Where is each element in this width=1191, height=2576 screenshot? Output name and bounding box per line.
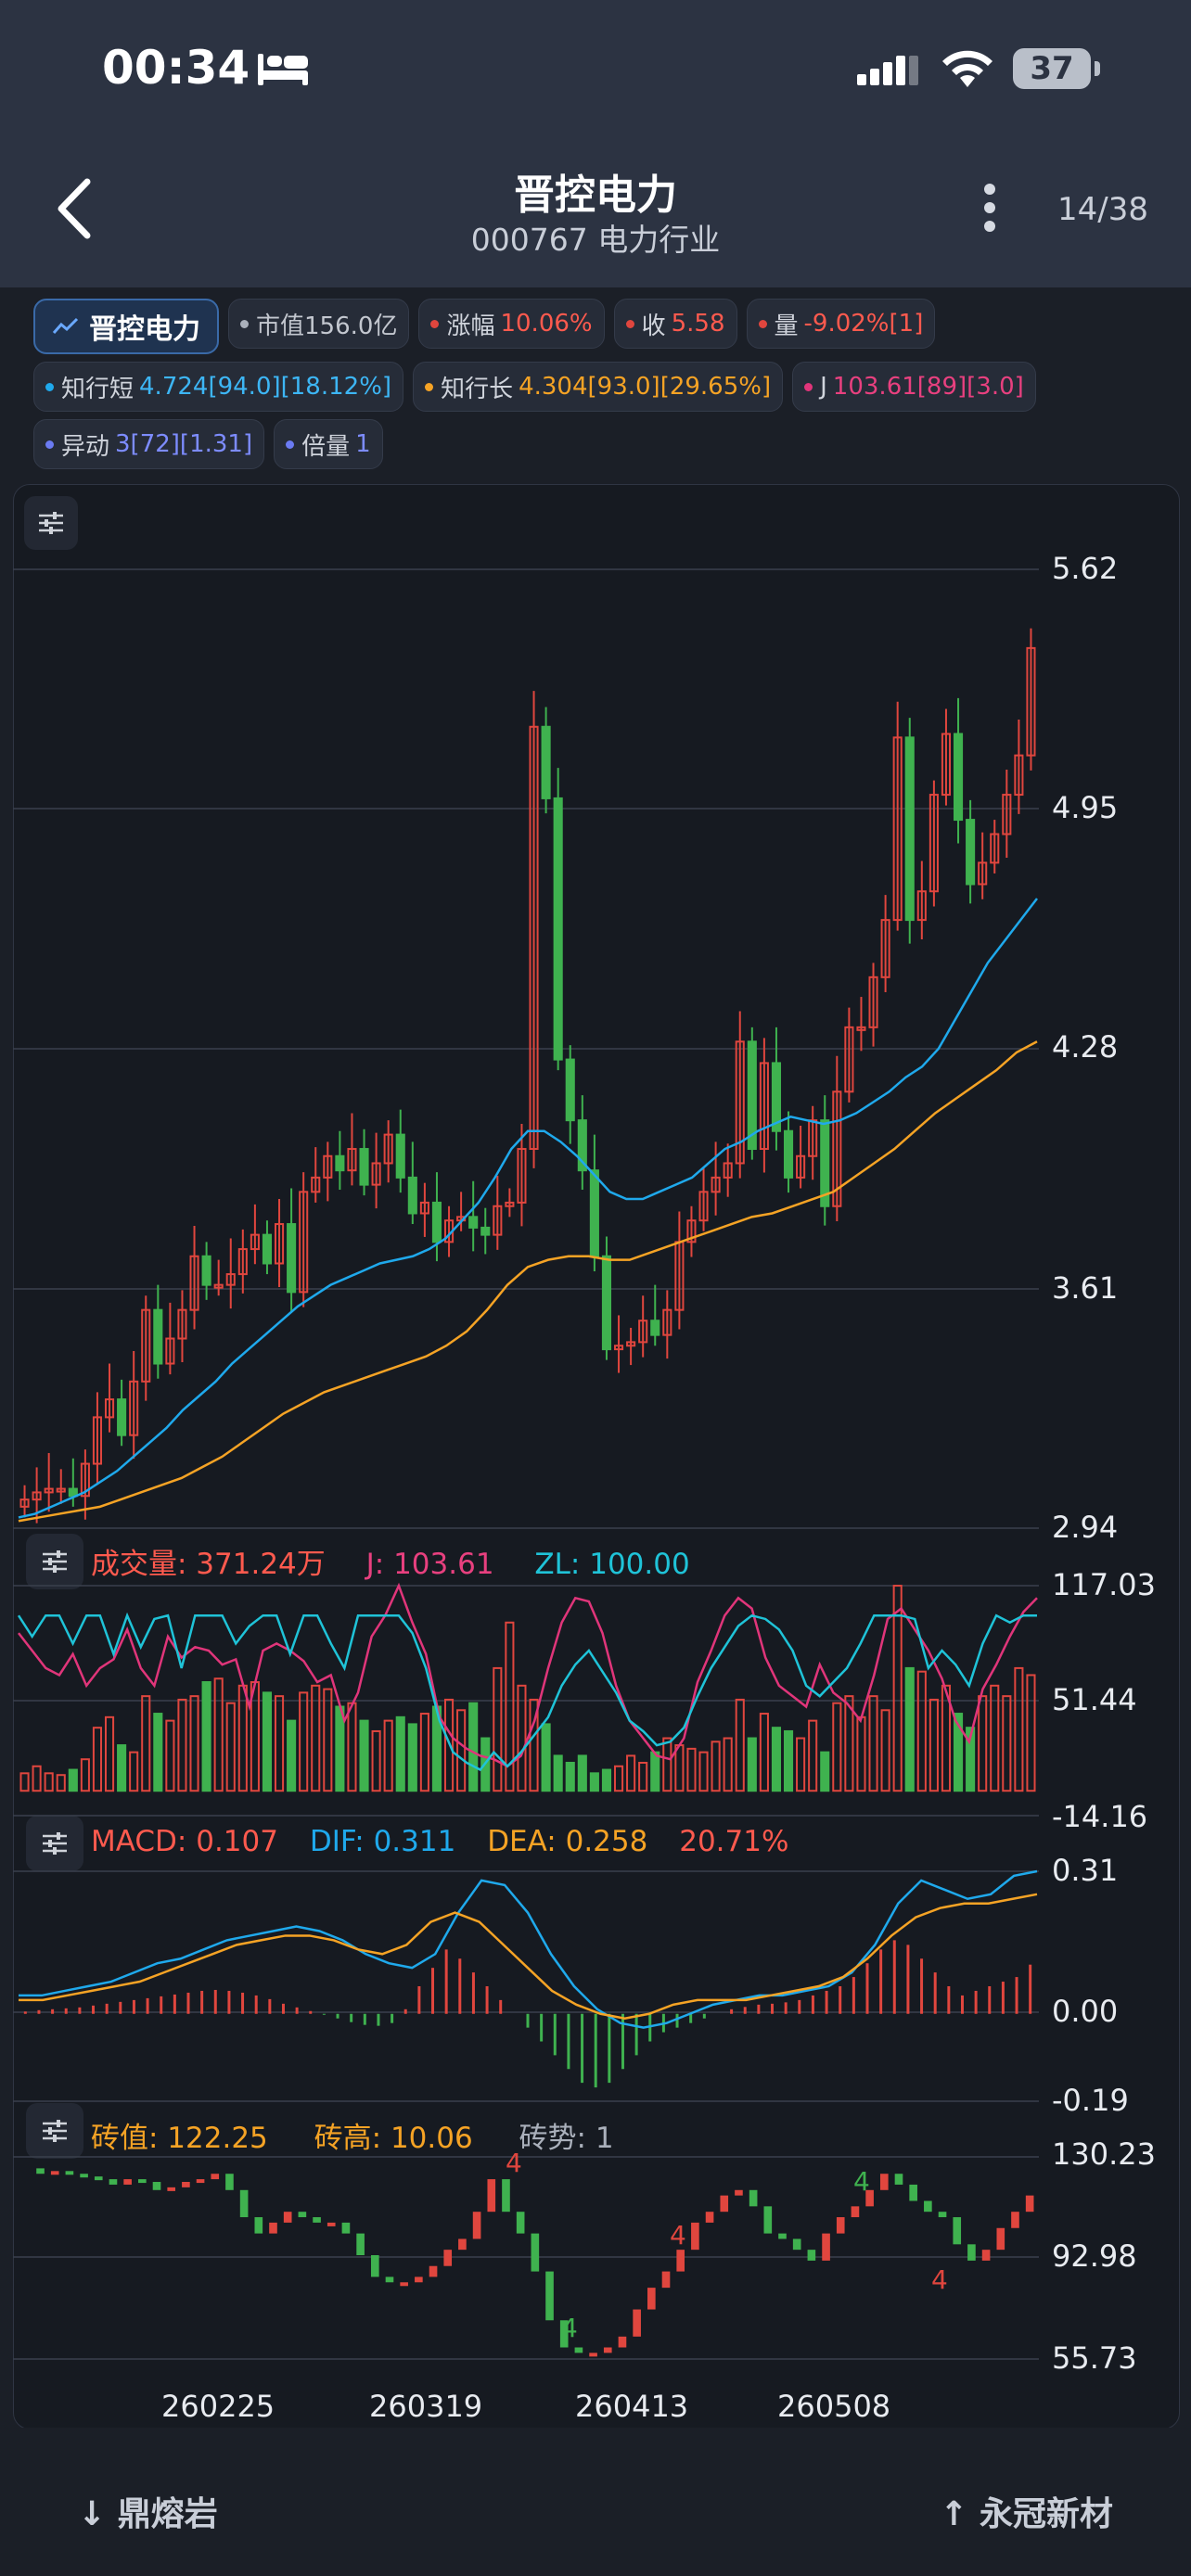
brick-axis-label: 92.98 bbox=[1052, 2238, 1137, 2274]
brick-high-readout: 砖高: 10.06 bbox=[314, 2122, 473, 2155]
indicator-tags-row-1: 晋控电力 市值 156.0亿 涨幅 10.06% 收 5.58 量 -9.02%… bbox=[33, 299, 936, 354]
close-value: 5.58 bbox=[671, 310, 725, 338]
app-header: 晋控电力 000767 电力行业 14/38 bbox=[0, 139, 1191, 287]
status-bar: 00:34 37 bbox=[0, 0, 1191, 139]
stock-code-industry: 000767 电力行业 bbox=[470, 222, 721, 258]
zl-readout: ZL: 100.00 bbox=[534, 1548, 690, 1581]
wifi-icon bbox=[942, 50, 992, 87]
volume-axis-label: 117.03 bbox=[1052, 1567, 1156, 1602]
volume-axis-label: 51.44 bbox=[1052, 1682, 1137, 1717]
brick-axis-label: 130.23 bbox=[1052, 2136, 1156, 2172]
price-axis-label: 5.62 bbox=[1052, 551, 1119, 586]
brick-axis-label: 55.73 bbox=[1052, 2340, 1137, 2376]
anomaly-label: 异动 bbox=[61, 432, 110, 461]
short-ma-tag[interactable]: 知行短 4.724[94.0][18.12%] bbox=[33, 362, 404, 412]
previous-stock-link[interactable]: ↓ 鼎熔岩 bbox=[78, 2495, 218, 2533]
market-cap-tag[interactable]: 市值 156.0亿 bbox=[228, 299, 410, 349]
indicator-tags-row-3: 异动 3[72][1.31] 倍量 1 bbox=[33, 419, 383, 469]
anomaly-value: 3[72][1.31] bbox=[115, 430, 253, 458]
close-label: 收 bbox=[641, 312, 666, 340]
double-volume-dot-icon bbox=[286, 440, 295, 449]
volume-axis-label: -14.16 bbox=[1052, 1799, 1148, 1834]
macd-settings-button[interactable] bbox=[26, 1816, 83, 1871]
short-ma-label: 知行短 bbox=[61, 375, 134, 403]
change-label: 涨幅 bbox=[446, 312, 495, 340]
change-value: 10.06% bbox=[500, 310, 593, 338]
long-ma-value: 4.304[93.0][29.65%] bbox=[519, 373, 772, 401]
next-stock-link[interactable]: ↑ 永冠新材 bbox=[940, 2495, 1113, 2533]
sliders-icon bbox=[39, 512, 63, 534]
stock-pager: 14/38 bbox=[1057, 191, 1148, 228]
volume-label: 量 bbox=[774, 312, 799, 340]
macd-panel-title: MACD: 0.107 DIF: 0.311 DEA: 0.258 20.71% bbox=[91, 1825, 820, 1858]
macd-pct-readout: 20.71% bbox=[679, 1825, 789, 1858]
stock-tag-label: 晋控电力 bbox=[89, 313, 200, 346]
macd-axis-label: -0.19 bbox=[1052, 2083, 1129, 2118]
dea-readout: DEA: 0.258 bbox=[487, 1825, 648, 1858]
short-ma-value: 4.724[94.0][18.12%] bbox=[139, 373, 392, 401]
brick-trend-readout: 砖势: 1 bbox=[519, 2122, 614, 2155]
long-ma-dot-icon bbox=[425, 382, 434, 391]
volume-value: -9.02%[1] bbox=[803, 310, 924, 338]
price-axis-label: 3.61 bbox=[1052, 1270, 1119, 1306]
brick-value-readout: 砖值: 122.25 bbox=[91, 2122, 268, 2155]
date-axis-label: 260319 bbox=[369, 2389, 483, 2424]
market-cap-label: 市值 bbox=[256, 312, 305, 340]
battery-icon: 37 bbox=[1013, 48, 1100, 89]
date-axis-label: 260508 bbox=[777, 2389, 891, 2424]
double-volume-label: 倍量 bbox=[301, 432, 351, 461]
j-dot-icon bbox=[804, 382, 813, 391]
double-volume-value: 1 bbox=[355, 430, 371, 458]
j-label: J bbox=[820, 373, 827, 401]
date-axis-label: 260413 bbox=[575, 2389, 689, 2424]
dif-readout: DIF: 0.311 bbox=[309, 1825, 456, 1858]
anomaly-dot-icon bbox=[45, 440, 54, 449]
brick-panel-title: 砖值: 122.25 砖高: 10.06 砖势: 1 bbox=[91, 2114, 646, 2156]
sliders-icon bbox=[43, 1550, 67, 1573]
price-axis-label: 2.94 bbox=[1052, 1510, 1119, 1545]
footer-nav: ↓ 鼎熔岩 ↑ 永冠新材 bbox=[0, 2428, 1191, 2576]
short-ma-dot-icon bbox=[45, 382, 54, 391]
volume-settings-button[interactable] bbox=[26, 1534, 83, 1589]
price-axis-label: 4.95 bbox=[1052, 790, 1119, 825]
close-dot-icon bbox=[625, 319, 634, 328]
more-options-icon[interactable] bbox=[980, 180, 1000, 236]
sleep-mode-icon bbox=[258, 54, 308, 85]
price-axis-label: 4.28 bbox=[1052, 1029, 1119, 1065]
indicator-tags-row-2: 知行短 4.724[94.0][18.12%] 知行长 4.304[93.0][… bbox=[33, 362, 1036, 412]
long-ma-tag[interactable]: 知行长 4.304[93.0][29.65%] bbox=[413, 362, 784, 412]
volume-tag[interactable]: 量 -9.02%[1] bbox=[746, 299, 936, 349]
date-axis-label: 260225 bbox=[161, 2389, 275, 2424]
market-cap-value: 156.0亿 bbox=[304, 312, 398, 340]
double-volume-tag[interactable]: 倍量 1 bbox=[274, 419, 383, 469]
market-cap-dot-icon bbox=[240, 319, 249, 328]
status-time: 00:34 bbox=[102, 41, 250, 95]
macd-axis-label: 0.31 bbox=[1052, 1853, 1119, 1888]
price-settings-button[interactable] bbox=[24, 496, 78, 550]
change-tag[interactable]: 涨幅 10.06% bbox=[418, 299, 605, 349]
brick-settings-button[interactable] bbox=[26, 2103, 83, 2159]
long-ma-label: 知行长 bbox=[441, 375, 514, 403]
j-readout: J: 103.61 bbox=[365, 1548, 494, 1581]
stock-name: 晋控电力 bbox=[514, 172, 677, 219]
j-tag[interactable]: J 103.61[89][3.0] bbox=[792, 362, 1036, 412]
stock-tag[interactable]: 晋控电力 bbox=[33, 299, 219, 354]
trend-icon bbox=[52, 317, 79, 334]
volume-dot-icon bbox=[758, 319, 767, 328]
back-arrow-icon[interactable] bbox=[54, 176, 95, 241]
volume-panel-title: 成交量: 371.24万 J: 103.61 ZL: 100.00 bbox=[91, 1540, 722, 1582]
signal-icon bbox=[857, 56, 918, 85]
close-tag[interactable]: 收 5.58 bbox=[613, 299, 737, 349]
macd-axis-label: 0.00 bbox=[1052, 1994, 1119, 2029]
macd-readout: MACD: 0.107 bbox=[91, 1825, 278, 1858]
j-value: 103.61[89][3.0] bbox=[832, 373, 1024, 401]
sliders-icon bbox=[43, 1832, 67, 1855]
change-dot-icon bbox=[430, 319, 440, 328]
anomaly-tag[interactable]: 异动 3[72][1.31] bbox=[33, 419, 265, 469]
sliders-icon bbox=[43, 2120, 67, 2142]
volume-readout: 成交量: 371.24万 bbox=[91, 1548, 326, 1581]
